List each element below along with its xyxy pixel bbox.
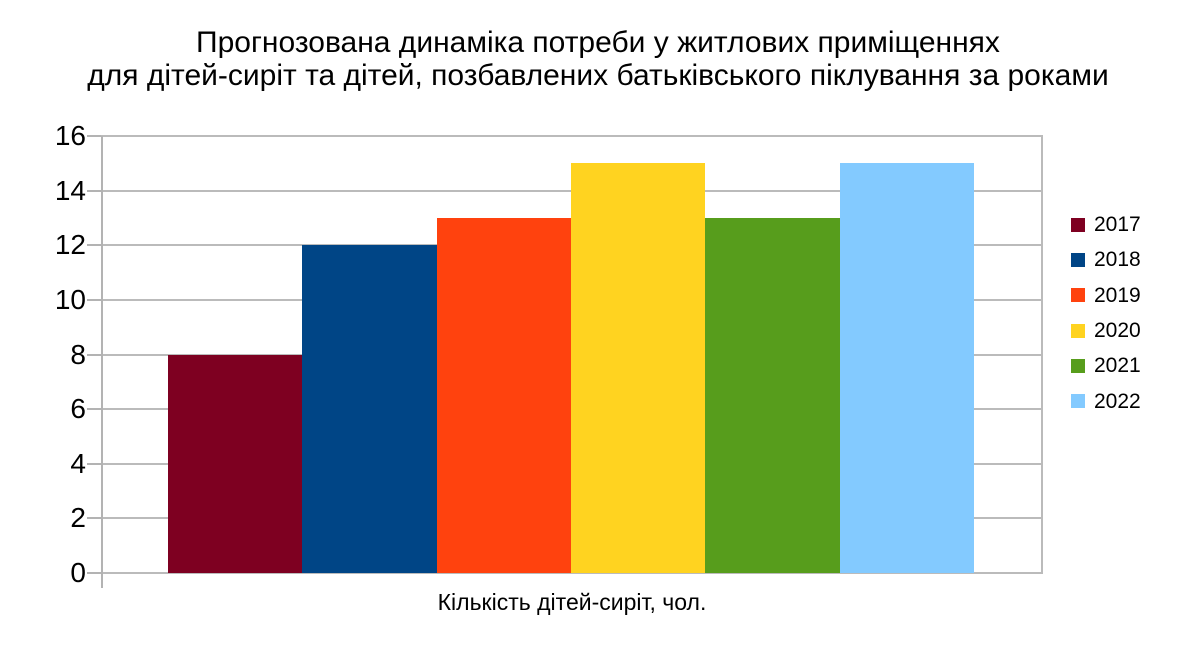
y-gridline [101, 135, 1043, 137]
legend-swatch-icon [1071, 288, 1085, 303]
y-tick-label: 14 [54, 174, 86, 206]
legend-label: 2020 [1094, 319, 1141, 343]
y-axis-tick [87, 189, 101, 192]
y-axis-tick [87, 298, 101, 301]
y-tick-label: 10 [54, 283, 86, 315]
y-tick-label: 2 [70, 502, 86, 534]
legend-swatch-icon [1071, 323, 1085, 338]
legend-swatch-icon [1071, 394, 1085, 409]
x-axis-title: Кількість дітей-сиріт, чол. [437, 589, 707, 615]
legend-label: 2018 [1094, 248, 1141, 272]
legend-swatch-icon [1071, 217, 1085, 232]
plot-right-border [1041, 136, 1043, 573]
legend-label: 2017 [1094, 213, 1141, 237]
legend-item-2018: 2018 [1071, 242, 1141, 277]
y-tick-label: 6 [70, 393, 86, 425]
y-gridline [101, 572, 1043, 574]
legend-swatch-icon [1071, 358, 1085, 373]
y-tick-label: 4 [70, 447, 86, 479]
y-axis-tick [87, 462, 101, 465]
legend-item-2022: 2022 [1071, 383, 1141, 418]
legend-label: 2019 [1094, 283, 1141, 307]
legend-item-2021: 2021 [1071, 348, 1141, 383]
legend-swatch-icon [1071, 252, 1085, 267]
y-axis-line [101, 136, 103, 588]
legend-label: 2021 [1094, 354, 1141, 378]
legend-label: 2022 [1094, 389, 1141, 413]
legend-item-2019: 2019 [1071, 278, 1141, 313]
bar-2022 [839, 163, 974, 573]
y-axis-tick [87, 517, 101, 520]
chart-title: Прогнозована динаміка потреби у житлових… [0, 26, 1196, 92]
y-axis-tick [87, 244, 101, 247]
legend: 2017 2018 2019 2020 2021 2022 [1071, 207, 1141, 419]
y-tick-label: 0 [70, 557, 86, 588]
y-tick-label: 16 [54, 120, 86, 151]
bar-2020 [571, 163, 706, 573]
y-axis-tick [87, 408, 101, 411]
bar-2018 [302, 245, 437, 573]
y-axis-tick [87, 135, 101, 137]
chart-title-line1: Прогнозована динаміка потреби у житлових… [196, 26, 1000, 59]
y-tick-label: 8 [70, 338, 86, 370]
y-axis-tick [87, 572, 101, 574]
chart-title-line2: для дітей-сиріт та дітей, позбавлених ба… [87, 59, 1109, 92]
bar-2021 [705, 217, 840, 573]
bar-2019 [436, 217, 571, 573]
y-axis-tick [87, 353, 101, 356]
y-tick-label: 12 [54, 229, 86, 261]
bar-2017 [168, 354, 303, 573]
legend-item-2020: 2020 [1071, 313, 1141, 348]
legend-item-2017: 2017 [1071, 207, 1141, 242]
